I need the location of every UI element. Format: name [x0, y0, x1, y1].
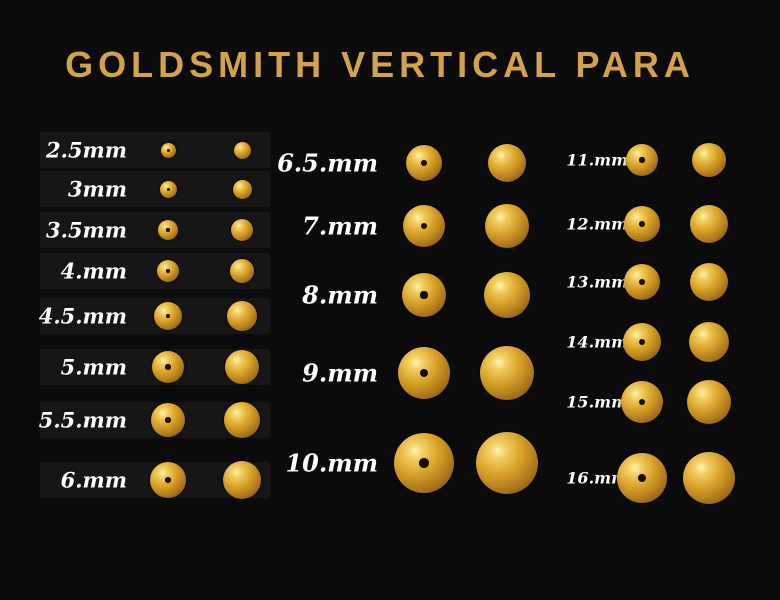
gold-bead — [402, 273, 446, 317]
gold-bead — [225, 350, 259, 384]
gold-bead — [403, 205, 445, 247]
gold-bead — [157, 260, 179, 282]
gold-bead — [406, 145, 442, 181]
gold-bead — [150, 462, 186, 498]
size-label: 2.5mm — [46, 137, 127, 163]
gold-bead — [692, 143, 726, 177]
gold-bead — [154, 302, 182, 330]
gold-bead — [151, 403, 185, 437]
size-label: 6.5.mm — [277, 148, 378, 178]
gold-bead — [488, 144, 526, 182]
gold-bead — [621, 381, 663, 423]
gold-bead — [230, 259, 254, 283]
gold-bead — [623, 323, 661, 361]
bead-hole — [165, 364, 171, 370]
size-label: 7.mm — [302, 211, 378, 241]
gold-bead — [223, 461, 261, 499]
size-label: 13.mm — [566, 272, 628, 292]
bead-hole — [166, 269, 170, 273]
bead-hole — [638, 398, 646, 406]
gold-bead — [232, 179, 252, 199]
bead-hole — [166, 148, 170, 152]
bead-hole — [166, 187, 170, 191]
gold-bead — [158, 220, 178, 240]
size-label: 3.5mm — [46, 217, 127, 243]
bead-hole — [419, 368, 429, 378]
gold-bead — [484, 272, 530, 318]
bead-hole — [638, 338, 646, 346]
size-label: 15.mm — [566, 392, 628, 412]
gold-bead — [690, 205, 728, 243]
bead-hole — [638, 474, 646, 482]
size-label: 12.mm — [566, 214, 628, 234]
bead-hole — [165, 477, 171, 483]
gold-bead — [152, 351, 184, 383]
gold-bead — [159, 180, 177, 198]
size-label: 3mm — [67, 176, 127, 202]
gold-bead — [485, 204, 529, 248]
gold-bead — [626, 144, 658, 176]
size-label: 4.5.mm — [38, 303, 127, 329]
bead-hole — [639, 279, 645, 285]
gold-bead — [394, 433, 454, 493]
bead-hole — [165, 417, 171, 423]
gold-bead — [690, 263, 728, 301]
bead-hole — [421, 160, 427, 166]
gold-bead — [683, 452, 735, 504]
gold-bead — [624, 206, 660, 242]
gold-bead — [480, 346, 534, 400]
gold-bead — [689, 322, 729, 362]
bead-hole — [639, 221, 645, 227]
gold-bead — [687, 380, 731, 424]
bead-hole — [419, 458, 429, 468]
gold-bead — [160, 142, 176, 158]
bead-hole — [639, 157, 645, 163]
size-label: 14.mm — [566, 332, 628, 352]
gold-bead — [233, 141, 251, 159]
size-label: 4.mm — [60, 258, 127, 284]
row-band — [40, 171, 270, 207]
page-title: GOLDSMITH VERTICAL PARA — [65, 44, 695, 85]
gold-bead — [476, 432, 538, 494]
row-band — [40, 132, 270, 168]
size-label: 8.mm — [302, 280, 378, 310]
size-label: 11.mm — [566, 150, 628, 170]
gold-bead — [617, 453, 667, 503]
bead-hole — [420, 291, 428, 299]
gold-bead — [231, 219, 253, 241]
gold-bead — [398, 347, 450, 399]
size-label: 9.mm — [302, 358, 378, 388]
gold-bead — [624, 264, 660, 300]
size-label: 16.mm — [566, 468, 628, 488]
gold-bead — [224, 402, 260, 438]
bead-hole — [165, 313, 171, 319]
size-label: 5.5.mm — [38, 407, 127, 433]
size-label: 5.mm — [60, 354, 127, 380]
size-label: 10.mm — [285, 448, 378, 478]
bead-hole — [420, 222, 428, 230]
gold-bead — [227, 301, 257, 331]
bead-hole — [166, 228, 170, 232]
size-label: 6.mm — [60, 467, 127, 493]
